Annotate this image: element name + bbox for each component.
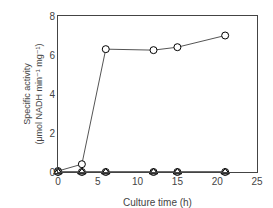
svg-text:0: 0 (49, 167, 55, 178)
svg-text:10: 10 (132, 176, 144, 187)
svg-text:0: 0 (55, 176, 61, 187)
svg-text:4: 4 (49, 89, 55, 100)
svg-text:8: 8 (49, 11, 55, 22)
svg-text:5: 5 (95, 176, 101, 187)
svg-text:Culture time (h): Culture time (h) (123, 197, 192, 208)
svg-text:2: 2 (49, 128, 55, 139)
svg-text:20: 20 (212, 176, 224, 187)
svg-text:Specific activity(μmol NADH mi: Specific activity(μmol NADH min⁻¹ mg⁻¹) (22, 43, 44, 144)
svg-text:15: 15 (172, 176, 184, 187)
svg-text:25: 25 (251, 176, 263, 187)
svg-text:6: 6 (49, 50, 55, 61)
